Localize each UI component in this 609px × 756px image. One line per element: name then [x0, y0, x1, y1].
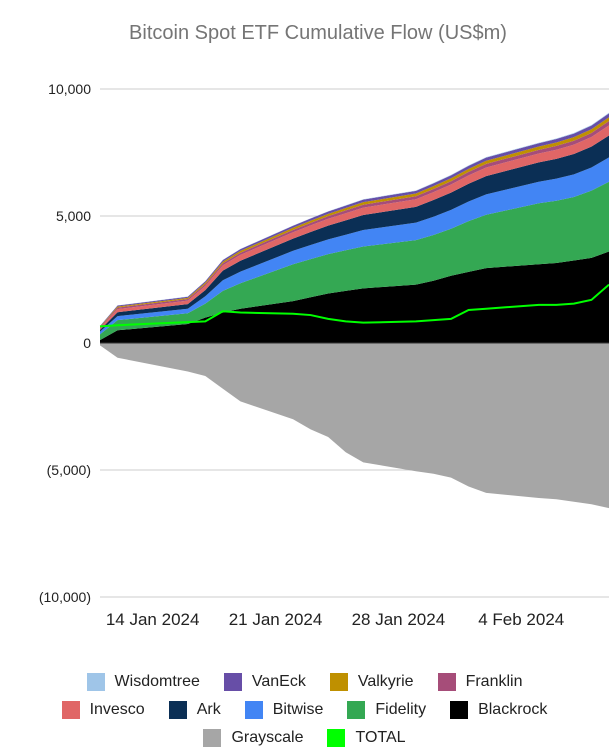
- y-tick-label: 0: [83, 335, 91, 351]
- total-line-layer: [99, 283, 609, 328]
- legend-item-fidelity[interactable]: Fidelity: [347, 701, 426, 719]
- legend-swatch: [168, 701, 187, 719]
- legend-item-wisdomtree[interactable]: Wisdomtree: [86, 673, 200, 691]
- legend-item-valkyrie[interactable]: Valkyrie: [329, 673, 414, 691]
- chart: Bitcoin Spot ETF Cumulative Flow (US$m) …: [39, 22, 609, 629]
- legend-swatch: [86, 673, 105, 691]
- legend-label: TOTAL: [355, 729, 406, 746]
- x-tick-label: 4 Feb 2024: [478, 610, 564, 629]
- legend-swatch: [329, 673, 348, 691]
- legend-swatch: [450, 701, 469, 719]
- legend-swatch: [244, 701, 263, 719]
- legend-label: Grayscale: [231, 729, 304, 746]
- chart-title: Bitcoin Spot ETF Cumulative Flow (US$m): [129, 22, 507, 44]
- legend: Wisdomtree VanEck Valkyrie Franklin Invesco A…: [0, 672, 609, 756]
- x-tick-label: 28 Jan 2024: [352, 610, 446, 629]
- area-bitwise: [100, 157, 609, 335]
- y-tick-label: (5,000): [47, 462, 91, 478]
- legend-row: Invesco Ark Bitwise Fidelity Blackrock: [0, 700, 609, 720]
- legend-row: Wisdomtree VanEck Valkyrie Franklin: [0, 672, 609, 692]
- legend-swatch: [203, 729, 222, 747]
- area-ark: [100, 135, 609, 332]
- legend-item-bitwise[interactable]: Bitwise: [244, 701, 324, 719]
- legend-swatch: [347, 701, 366, 719]
- legend-item-blackrock[interactable]: Blackrock: [450, 701, 547, 719]
- area-fidelity: [100, 181, 609, 341]
- plot-area: [100, 112, 609, 509]
- legend-label: Bitwise: [272, 701, 324, 718]
- legend-item-invesco[interactable]: Invesco: [61, 701, 145, 719]
- y-tick-label: 5,000: [56, 208, 91, 224]
- y-tick-label: (10,000): [39, 589, 91, 605]
- area-grayscale: [100, 343, 609, 509]
- legend-label: Blackrock: [478, 701, 548, 718]
- legend-item-vaneck[interactable]: VanEck: [223, 673, 306, 691]
- legend-item-grayscale[interactable]: Grayscale: [203, 729, 303, 747]
- legend-item-total[interactable]: TOTAL: [327, 729, 406, 747]
- legend-row: Grayscale TOTAL: [0, 728, 609, 748]
- legend-label: Fidelity: [375, 701, 427, 718]
- x-tick-label: 14 Jan 2024: [106, 610, 200, 629]
- legend-label: Franklin: [465, 673, 523, 690]
- legend-item-ark[interactable]: Ark: [168, 701, 221, 719]
- x-tick-label: 21 Jan 2024: [229, 610, 323, 629]
- legend-swatch: [61, 701, 80, 719]
- legend-label: Invesco: [89, 701, 145, 718]
- area-invesco: [100, 125, 609, 330]
- y-axis: 10,000 5,000 0 (5,000) (10,000): [39, 81, 91, 605]
- legend-swatch: [437, 673, 456, 691]
- area-blackrock: [100, 251, 609, 343]
- y-tick-label: 10,000: [48, 81, 91, 97]
- legend-label: Wisdomtree: [114, 673, 200, 690]
- line-total: [99, 283, 609, 328]
- legend-item-franklin[interactable]: Franklin: [437, 673, 523, 691]
- legend-label: Ark: [196, 701, 221, 718]
- x-axis: 14 Jan 2024 21 Jan 2024 28 Jan 2024 4 Feb 2…: [106, 610, 564, 629]
- legend-label: Valkyrie: [357, 673, 414, 690]
- legend-label: VanEck: [251, 673, 306, 690]
- legend-swatch: [223, 673, 242, 691]
- legend-swatch: [327, 729, 346, 747]
